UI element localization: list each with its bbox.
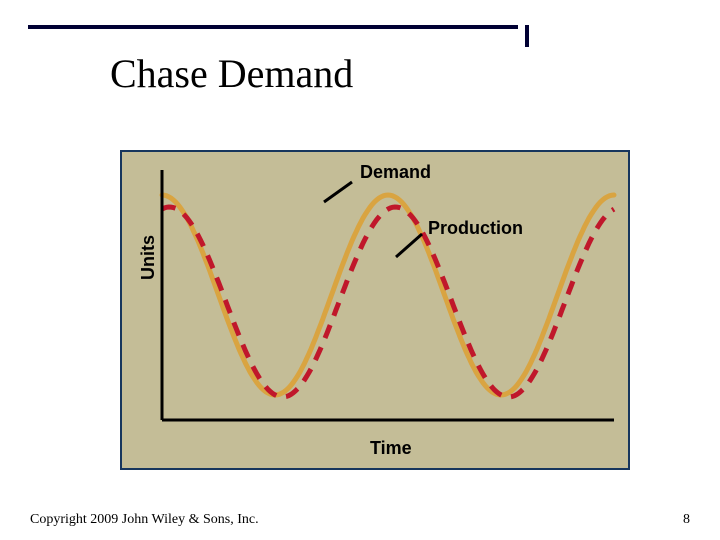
accent-tick xyxy=(525,25,529,47)
x-axis-label: Time xyxy=(370,438,412,459)
chart-area xyxy=(120,150,630,470)
slide: Chase Demand Units Time Demand Productio… xyxy=(0,0,720,540)
demand-pointer xyxy=(324,182,352,202)
chart-svg xyxy=(122,152,632,472)
y-axis-label: Units xyxy=(138,235,159,280)
demand-line xyxy=(162,195,614,395)
production-pointer xyxy=(396,234,422,257)
production-series-label: Production xyxy=(428,218,523,239)
copyright-text: Copyright 2009 John Wiley & Sons, Inc. xyxy=(30,512,259,528)
production-line xyxy=(162,207,614,397)
page-number: 8 xyxy=(683,512,690,528)
accent-bar xyxy=(28,25,518,29)
page-title: Chase Demand xyxy=(110,50,353,97)
demand-series-label: Demand xyxy=(360,162,431,183)
